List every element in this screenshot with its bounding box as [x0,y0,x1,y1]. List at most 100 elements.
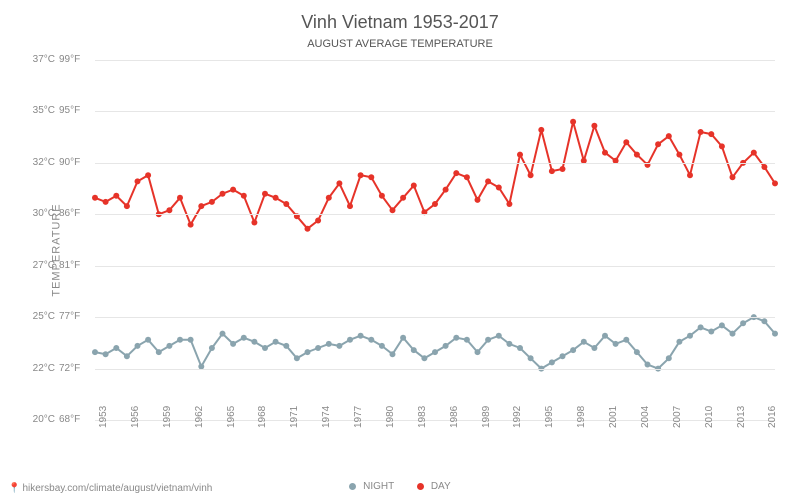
series-marker-day [358,172,364,178]
series-marker-night [177,337,183,343]
series-marker-day [262,191,268,197]
series-marker-night [528,355,534,361]
y-tick-celsius: 20°C [25,414,55,425]
y-tick-celsius: 25°C [25,311,55,322]
series-marker-day [634,152,640,158]
series-marker-night [613,341,619,347]
legend-dot-day [417,483,424,490]
series-marker-night [730,331,736,337]
series-marker-night [453,335,459,341]
series-marker-day [432,201,438,207]
series-marker-day [326,195,332,201]
series-marker-night [390,351,396,357]
gridline [95,214,775,215]
series-marker-night [166,343,172,349]
series-marker-day [379,193,385,199]
x-tick-year: 2001 [608,406,619,428]
series-marker-day [135,178,141,184]
x-tick-year: 2016 [767,406,778,428]
legend-label-day: DAY [431,481,451,492]
series-marker-night [666,355,672,361]
y-tick-celsius: 35°C [25,105,55,116]
series-marker-night [347,337,353,343]
series-line-night [95,317,775,369]
series-marker-night [443,343,449,349]
series-marker-day [761,164,767,170]
series-marker-day [411,183,417,189]
series-marker-day [708,131,714,137]
series-marker-night [676,339,682,345]
series-marker-night [623,337,629,343]
series-marker-night [464,337,470,343]
series-marker-night [315,345,321,351]
y-tick-fahrenheit: 77°F [59,311,89,322]
series-marker-night [602,333,608,339]
legend-label-night: NIGHT [363,481,394,492]
attribution-text: hikersbay.com/climate/august/vietnam/vin… [22,483,212,494]
series-marker-night [156,349,162,355]
x-tick-year: 1986 [449,406,460,428]
series-marker-day [177,195,183,201]
series-marker-day [273,195,279,201]
series-marker-day [390,207,396,213]
series-marker-night [761,318,767,324]
y-tick-fahrenheit: 99°F [59,54,89,65]
gridline [95,60,775,61]
series-marker-day [166,207,172,213]
series-marker-day [730,174,736,180]
temperature-chart: Vinh Vietnam 1953-2017 AUGUST AVERAGE TE… [0,0,800,500]
series-marker-day [103,199,109,205]
x-tick-year: 2004 [640,406,651,428]
series-marker-night [591,345,597,351]
series-marker-day [188,222,194,228]
series-marker-night [92,349,98,355]
series-marker-night [560,353,566,359]
legend-item-day: DAY [417,481,451,492]
series-marker-day [687,172,693,178]
x-tick-year: 1998 [576,406,587,428]
series-marker-night [241,335,247,341]
series-marker-night [283,343,289,349]
gridline [95,369,775,370]
series-marker-night [740,320,746,326]
y-tick-fahrenheit: 95°F [59,105,89,116]
series-marker-day [241,193,247,199]
y-tick-fahrenheit: 81°F [59,260,89,271]
series-marker-night [188,337,194,343]
y-tick-celsius: 37°C [25,54,55,65]
series-marker-night [113,345,119,351]
series-marker-night [581,339,587,345]
gridline [95,111,775,112]
series-marker-day [549,168,555,174]
x-tick-year: 1959 [162,406,173,428]
series-marker-night [475,349,481,355]
series-marker-night [379,343,385,349]
x-tick-year: 1992 [512,406,523,428]
series-marker-day [676,152,682,158]
series-marker-night [772,331,778,337]
y-tick-fahrenheit: 72°F [59,363,89,374]
series-marker-day [719,143,725,149]
x-tick-year: 1983 [417,406,428,428]
x-tick-year: 1956 [130,406,141,428]
series-marker-day [751,150,757,156]
series-marker-day [475,197,481,203]
series-marker-night [549,359,555,365]
series-marker-day [368,174,374,180]
series-marker-day [113,193,119,199]
series-marker-day [124,203,130,209]
x-tick-year: 1962 [194,406,205,428]
gridline [95,266,775,267]
series-marker-day [772,180,778,186]
x-tick-year: 1995 [544,406,555,428]
series-line-day [95,122,775,229]
series-marker-day [283,201,289,207]
line-series-svg [95,60,775,420]
legend-dot-night [349,483,356,490]
series-marker-night [336,343,342,349]
series-marker-night [400,335,406,341]
series-marker-night [708,329,714,335]
series-marker-night [506,341,512,347]
series-marker-night [719,322,725,328]
series-marker-night [634,349,640,355]
